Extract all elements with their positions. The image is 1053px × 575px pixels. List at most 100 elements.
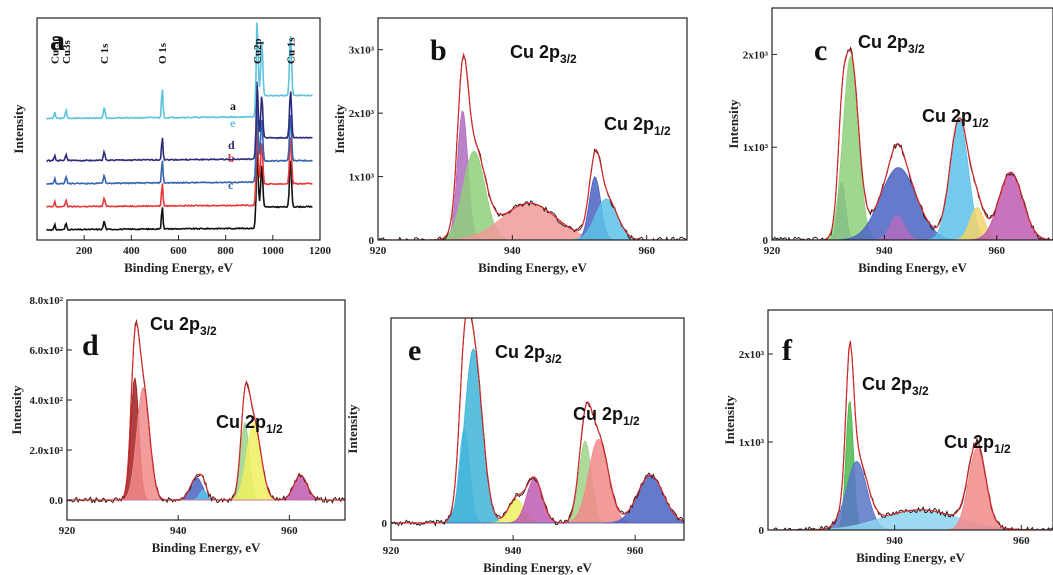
peak-label-main: Cu 2p (510, 42, 560, 62)
y-tick-label: 1x10³ (739, 437, 765, 449)
plot-frame (767, 309, 1053, 531)
panel-a: a bc de Cu 3p Cu3s C 1s O 1s Cu2p Cu 1s 200 400 600… (11, 17, 332, 275)
survey-curve-e (46, 22, 313, 120)
peak-label-0: Cu 2p3/2 (495, 342, 562, 366)
curve-label-c: c (228, 178, 234, 192)
component-5 (772, 207, 1053, 240)
x-axis-label: Binding Energy, eV (856, 550, 965, 565)
plot-frame (771, 7, 1053, 241)
y-tick-label: 2.0x10² (29, 445, 63, 457)
plot-frame (66, 299, 346, 521)
x-tick-label: 940 (876, 245, 893, 257)
panel-f: 940 960 0 1x10³ 2x10³ Binding Energy, eV Inten… (722, 309, 1053, 565)
y-axis-label: Intensity (726, 99, 741, 149)
fit-envelope (768, 341, 1053, 530)
peak-label-0: Cu 2p3/2 (858, 32, 925, 56)
panel-letter: e (408, 334, 421, 367)
y-tick-label: 2x10³ (743, 49, 769, 61)
peak-label-main: Cu 2p (604, 114, 654, 134)
peak-label-main: Cu 2p (150, 314, 200, 334)
peak-label-main: Cu 2p (573, 404, 623, 424)
y-tick-label: 6.0x10² (29, 345, 63, 357)
peak-label-3: O 1s (157, 42, 169, 64)
x-tick-label: 940 (505, 545, 522, 557)
curve-label-a: a (230, 99, 236, 113)
x-tick-label: 800 (217, 245, 234, 257)
peak-label-0: Cu 3p (50, 36, 62, 64)
x-tick-label: 940 (504, 245, 521, 257)
peak-label-1: Cu 2p1/2 (922, 106, 989, 130)
survey-curve-d (46, 81, 313, 163)
peak-label-main: Cu 2p (495, 342, 545, 362)
survey-curve-b (46, 127, 313, 208)
fit-envelope (67, 320, 345, 501)
peak-label-sub: 3/2 (545, 352, 562, 366)
x-tick-label: 920 (59, 525, 76, 537)
fit-envelope (391, 318, 684, 524)
peak-label-main: Cu 2p (216, 412, 266, 432)
x-axis-label: Binding Energy, eV (124, 260, 233, 275)
x-axis-label: Binding Energy, eV (483, 560, 592, 575)
peak-label-main: Cu 2p (944, 432, 994, 452)
peak-label-main: Cu 2p (922, 106, 972, 126)
curve-label-e: e (230, 116, 236, 130)
x-tick-label: 960 (989, 245, 1006, 257)
x-tick-label: 940 (886, 535, 903, 547)
curve-label-d: d (228, 138, 235, 152)
raw-spectrum (378, 55, 687, 240)
y-tick-label: 3x10³ (349, 45, 375, 57)
x-tick-label: 1000 (262, 245, 285, 257)
y-tick-label: 0.0 (49, 495, 63, 507)
panel-b: 920 940 960 0 1x10³ 2x10³ 3x10³ Binding Energy,… (332, 17, 688, 275)
peak-label-5: Cu 1s (286, 37, 298, 64)
raw-spectrum (67, 318, 345, 504)
peak-label-1: Cu 2p1/2 (604, 114, 671, 138)
plot-frame (390, 317, 685, 541)
panel-letter: b (430, 34, 447, 67)
component-2 (772, 167, 1053, 240)
x-axis-label: Binding Energy, eV (858, 260, 967, 275)
peak-label-0: Cu 2p3/2 (510, 42, 577, 66)
x-tick-label: 400 (123, 245, 140, 257)
y-axis-label: Intensity (11, 104, 26, 154)
panel-e: 920 940 960 0 Binding Energy, eV Intensity e Cu… (345, 317, 685, 575)
peak-label-1: Cu 2p1/2 (573, 404, 640, 428)
x-tick-label: 960 (627, 545, 644, 557)
peak-label-1: Cu 2p1/2 (944, 432, 1011, 456)
peak-label-1: Cu3s (61, 39, 73, 64)
peak-label-1: Cu 2p1/2 (216, 412, 283, 436)
peak-label-0: Cu 2p3/2 (862, 374, 929, 398)
x-tick-label: 960 (281, 525, 298, 537)
y-tick-label: 1x10³ (743, 142, 769, 154)
peak-label-4: Cu2p (252, 38, 264, 64)
y-tick-label: 2x10³ (349, 108, 375, 120)
y-tick-label: 2x10³ (739, 349, 765, 361)
peak-label-main: Cu 2p (858, 32, 908, 52)
x-tick-label: 920 (764, 245, 781, 257)
y-tick-label: 0 (382, 518, 388, 530)
peak-label-sub: 3/2 (560, 52, 577, 66)
plot-area (772, 46, 1053, 240)
panel-d: 920 940 960 0.0 2.0x10² 4.0x10² 6.0x10² 8.0x10²… (9, 295, 346, 555)
y-tick-label: 8.0x10² (29, 295, 63, 307)
curve-label-b: b (228, 151, 235, 165)
y-tick-label: 0 (763, 235, 769, 247)
y-axis-label: Intensity (332, 104, 347, 154)
peak-label-sub: 3/2 (912, 384, 929, 398)
y-tick-label: 0 (369, 235, 375, 247)
peak-label-main: Cu 2p (862, 374, 912, 394)
panel-letter: a (50, 24, 65, 57)
plot-area (67, 318, 345, 504)
peak-label-sub: 1/2 (266, 422, 283, 436)
x-tick-label: 920 (383, 545, 400, 557)
component-2 (378, 202, 687, 240)
x-tick-label: 940 (170, 525, 187, 537)
x-tick-label: 200 (76, 245, 93, 257)
plot-frame (377, 17, 688, 241)
peak-label-0: Cu 2p3/2 (150, 314, 217, 338)
survey-curve-c (46, 104, 313, 186)
y-axis-label: Intensity (345, 404, 360, 454)
plot-area (378, 52, 687, 240)
survey-curve-a (46, 150, 313, 232)
